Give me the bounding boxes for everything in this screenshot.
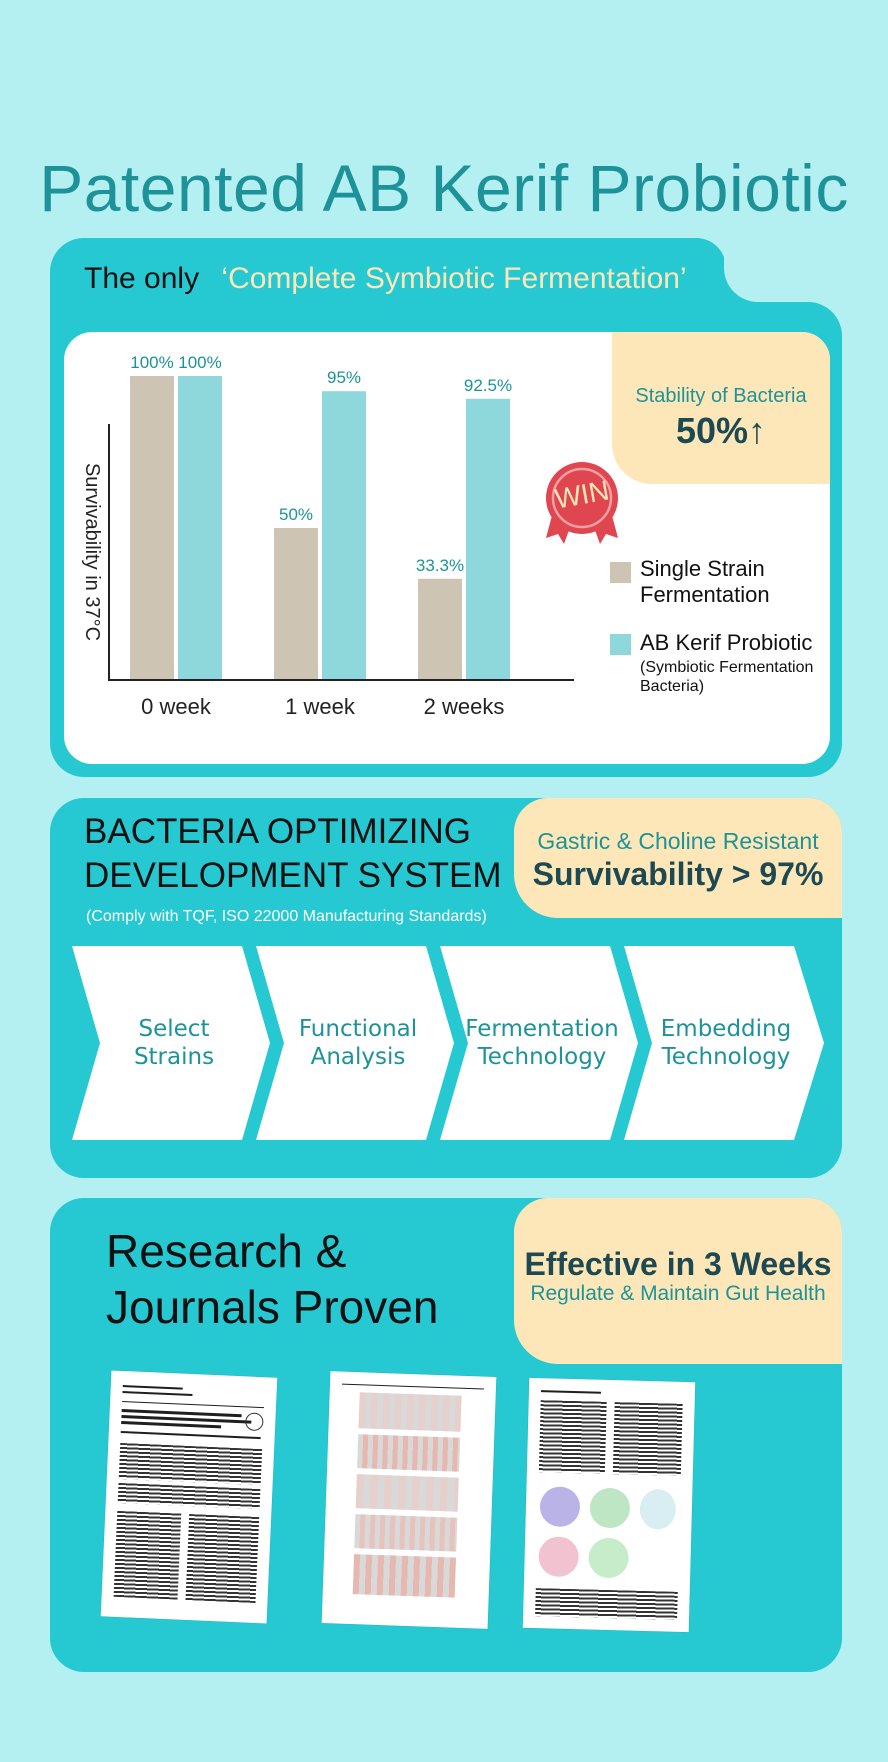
x-tick-label-0: 0 week	[141, 694, 212, 719]
bar-label-ab-2: 92.5%	[464, 376, 512, 395]
journal-page-2	[321, 1371, 497, 1629]
bar-label-single-0: 100%	[130, 353, 173, 372]
win-seal-icon	[546, 462, 618, 534]
survivability-badge	[514, 798, 842, 918]
research-heading-line2: Journals Proven	[106, 1281, 439, 1333]
legend-label-ab: AB Kerif Probiotic	[640, 630, 813, 655]
legend-sub-ab: (Symbiotic Fermentation Bacteria)	[640, 659, 814, 695]
step-chevron-4	[624, 946, 824, 1140]
development-heading-line2: DEVELOPMENT SYSTEM	[84, 856, 502, 895]
bar-label-single-1: 50%	[279, 505, 313, 524]
bar-ab-2	[466, 398, 510, 680]
effective-badge	[514, 1198, 842, 1364]
step-fermentation-technology: Fermentation Technology	[465, 1016, 619, 1070]
step-functional-analysis: Functional Analysis	[298, 1016, 418, 1070]
win-badge: WIN	[544, 458, 620, 558]
x-tick-label-1: 1 week	[285, 694, 356, 719]
step-chevron-2	[256, 946, 454, 1140]
bar-label-single-2: 33.3%	[416, 556, 464, 575]
bar-label-ab-1: 95%	[327, 368, 361, 387]
journal-page-1	[100, 1370, 278, 1624]
stability-badge	[612, 332, 830, 484]
legend-swatch-ab	[610, 634, 631, 655]
survivability-label: Gastric & Choline Resistant	[537, 828, 819, 854]
bar-single-0	[130, 376, 174, 680]
bar-ab-1	[322, 391, 366, 680]
legend-label-single: Single Strain Fermentation	[640, 556, 770, 607]
bar-label-ab-0: 100%	[178, 353, 221, 372]
bars-group: 100% 50% 33.3% 100% 95% 92.5% 0 week 1 week 2 we…	[130, 353, 512, 719]
stability-value: 50%↑	[675, 410, 767, 451]
journal-page-3	[522, 1377, 696, 1633]
effective-subtitle: Regulate & Maintain Gut Health	[530, 1282, 826, 1305]
tab-heading: The only ‘Complete Symbiotic Fermentatio…	[84, 262, 687, 296]
development-subnote: (Comply with TQF, ISO 22000 Manufacturin…	[86, 908, 487, 925]
effective-title: Effective in 3 Weeks	[524, 1246, 832, 1282]
section-symbiotic-tab	[50, 238, 726, 338]
survivability-chart: 100% 50% 33.3% 100% 95% 92.5% 0 week 1 week 2 we…	[81, 353, 574, 719]
step-embedding-technology: Embedding Technology	[660, 1016, 792, 1070]
tab-join-mask	[724, 236, 804, 302]
tab-highlight: ‘Complete Symbiotic Fermentation’	[221, 262, 687, 295]
page-title: Patented AB Kerif Probiotic	[39, 151, 849, 225]
legend-swatch-single	[610, 562, 631, 583]
step-chevron-1	[72, 946, 270, 1140]
step-chevron-3	[440, 946, 638, 1140]
bar-ab-0	[178, 376, 222, 680]
journal-logo-icon	[244, 1412, 264, 1432]
steps-row: Select Strains Functional Analysis Ferme…	[72, 946, 832, 1140]
step-select-strains: Select Strains	[133, 1016, 215, 1070]
development-heading-line1: BACTERIA OPTIMIZING	[84, 812, 471, 851]
stability-label: Stability of Bacteria	[635, 385, 807, 407]
y-axis-label: Survivability in 37°C	[81, 463, 103, 641]
research-heading-line1: Research &	[106, 1225, 347, 1277]
x-tick-label-2: 2 weeks	[424, 694, 505, 719]
tab-prefix: The only	[84, 262, 200, 295]
survivability-value: Survivability > 97%	[532, 856, 824, 892]
bar-single-1	[274, 528, 318, 680]
bar-single-2	[418, 578, 462, 680]
